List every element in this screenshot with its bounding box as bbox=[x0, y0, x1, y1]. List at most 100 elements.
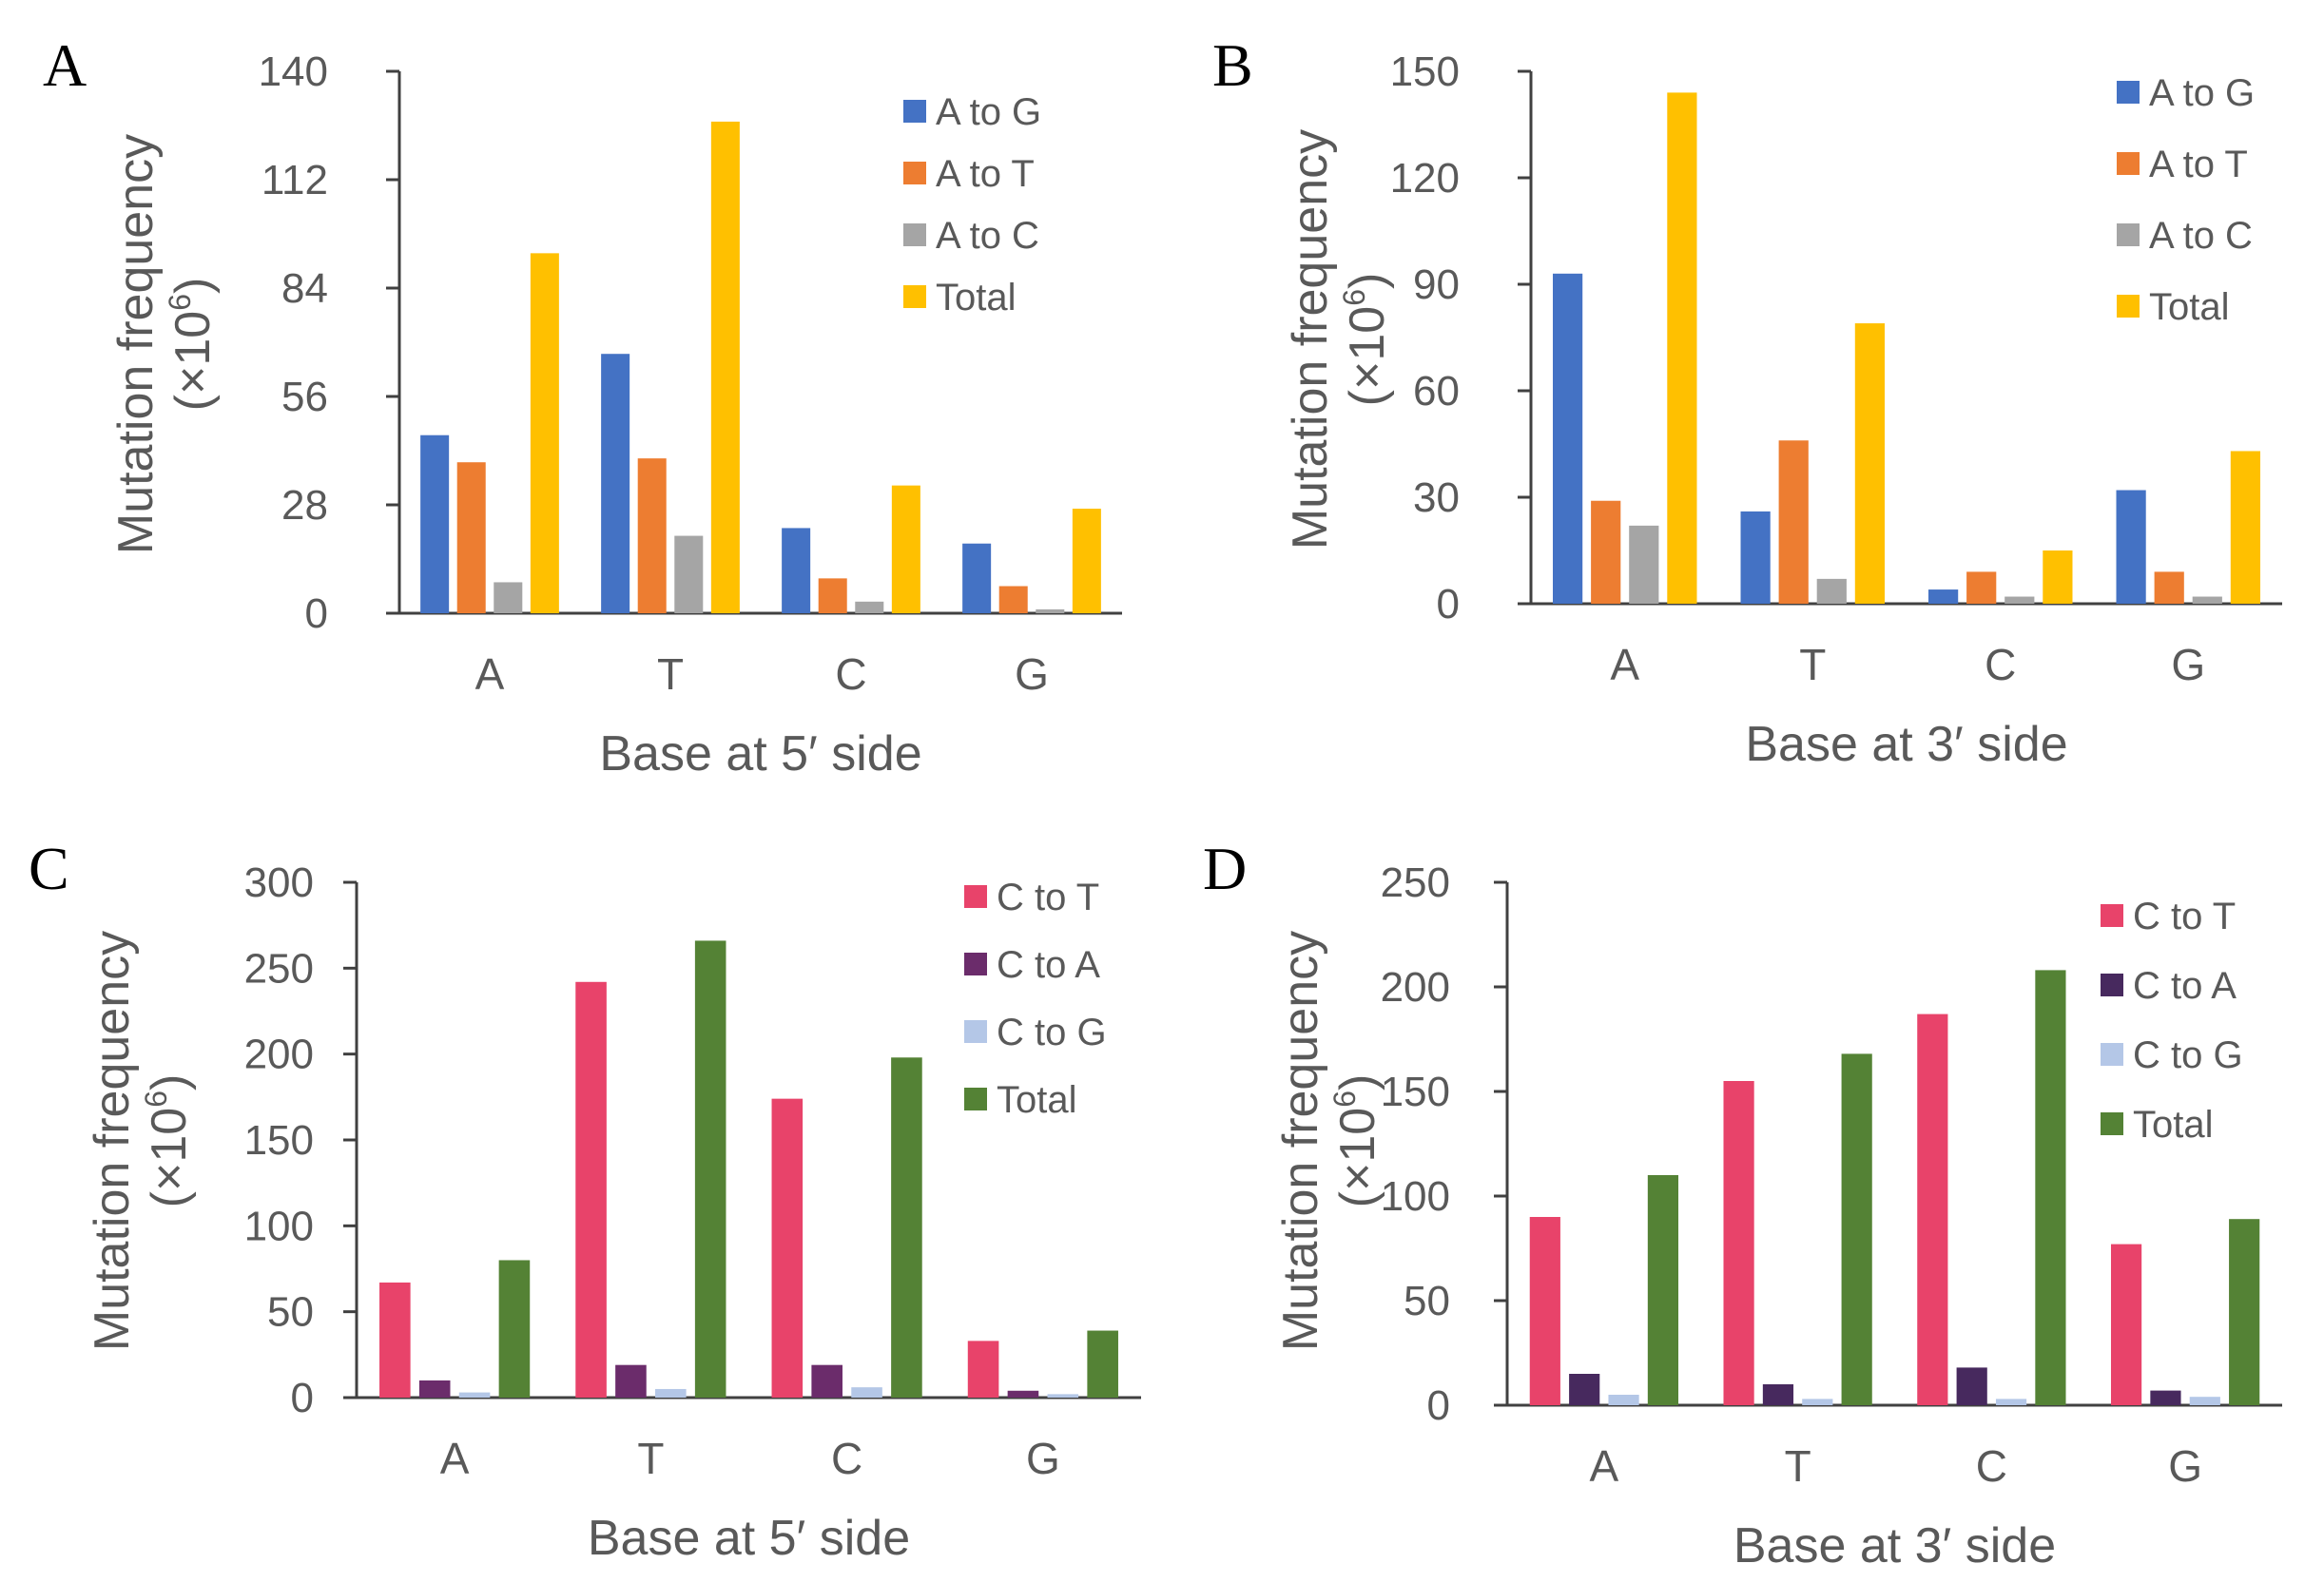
y-tick-label: 150 bbox=[244, 1117, 314, 1164]
y-tick-label: 30 bbox=[1413, 474, 1460, 521]
x-tick-label: T bbox=[637, 1434, 664, 1483]
x-tick-label: A bbox=[1610, 640, 1639, 689]
bar-a-to-c-g bbox=[1036, 608, 1065, 613]
legend-swatch bbox=[2117, 81, 2140, 104]
chart-panel-a: A 0 28 56 84 112 140 A T C G Base at 5′ side Mutatio… bbox=[43, 31, 1122, 782]
y-tick-label: 250 bbox=[244, 945, 314, 992]
bar-c-to-a-g bbox=[2150, 1390, 2181, 1405]
x-tick-label: C bbox=[831, 1434, 862, 1483]
bar-a-to-c-a bbox=[494, 582, 523, 613]
bar-a-to-t-a bbox=[1591, 500, 1621, 604]
y-axis-label: Mutation frequency bbox=[85, 931, 140, 1351]
bar-a-to-t-t bbox=[1778, 440, 1809, 604]
x-tick-label: G bbox=[2171, 640, 2205, 689]
y-tick-label: 120 bbox=[1390, 155, 1460, 202]
bar-c-to-a-t bbox=[1762, 1384, 1794, 1405]
y-tick-label: 150 bbox=[1381, 1069, 1450, 1115]
legend-label: C to G bbox=[2133, 1034, 2243, 1076]
y-axis-unit-base: (×10 bbox=[142, 1108, 197, 1208]
bar-c-to-g-g bbox=[2189, 1397, 2220, 1405]
x-axis-label: Base at 3′ side bbox=[1733, 1518, 2056, 1573]
legend-label: C to T bbox=[2133, 896, 2236, 937]
bar-c-to-t-a bbox=[1529, 1217, 1560, 1405]
bar-a-to-g-t bbox=[1740, 511, 1771, 604]
y-axis-unit-close: ) bbox=[165, 278, 221, 294]
panel-label: B bbox=[1212, 31, 1253, 99]
legend-label: Total bbox=[2149, 286, 2230, 328]
bar-a-to-t-g bbox=[998, 586, 1028, 613]
bar-c-to-a-a bbox=[418, 1380, 451, 1398]
bar-c-to-t-g bbox=[967, 1341, 999, 1398]
bar-c-to-t-t bbox=[575, 981, 607, 1398]
y-tick-label: 300 bbox=[244, 859, 314, 906]
y-axis-unit-close: ) bbox=[1340, 273, 1395, 289]
bar-a-to-t-c bbox=[1966, 571, 1997, 604]
bar-total-g bbox=[2230, 451, 2260, 604]
legend-label: A to G bbox=[936, 91, 1041, 133]
y-axis-unit-exponent: 6 bbox=[163, 294, 197, 311]
bar-a-to-t-g bbox=[2154, 571, 2184, 604]
legend-swatch bbox=[2101, 904, 2123, 927]
x-axis-label: Base at 3′ side bbox=[1745, 717, 2067, 772]
y-tick-label: 200 bbox=[244, 1032, 314, 1078]
y-tick-label: 84 bbox=[281, 265, 328, 312]
bar-a-to-t-a bbox=[456, 462, 486, 613]
x-tick-label: A bbox=[440, 1434, 470, 1483]
chart-panel-d: D 0 50 100 150 200 250 A T C G Base at 3′ side Mutat… bbox=[1203, 835, 2282, 1573]
bar-c-to-t-c bbox=[771, 1098, 804, 1398]
legend-label: A to G bbox=[2149, 72, 2255, 114]
legend-swatch bbox=[2117, 223, 2140, 246]
x-tick-label: C bbox=[835, 649, 866, 699]
panel-label: D bbox=[1203, 835, 1247, 902]
x-axis-label: Base at 5′ side bbox=[599, 726, 921, 782]
legend-swatch bbox=[2101, 1043, 2123, 1066]
bar-total-a bbox=[530, 253, 559, 613]
legend-label: Total bbox=[936, 277, 1017, 319]
y-axis-unit-label: (×106) bbox=[1337, 273, 1395, 407]
x-tick-label: T bbox=[657, 649, 684, 699]
bar-c-to-g-c bbox=[1995, 1399, 2027, 1405]
bar-a-to-c-t bbox=[1816, 578, 1847, 604]
y-axis-unit-exponent: 6 bbox=[1327, 1091, 1362, 1108]
x-tick-label: G bbox=[1026, 1434, 1060, 1483]
bar-total-t bbox=[1841, 1053, 1872, 1405]
x-tick-label: C bbox=[1985, 640, 2016, 689]
bar-a-to-c-g bbox=[2192, 596, 2222, 604]
x-tick-label: G bbox=[2168, 1441, 2202, 1491]
y-tick-label: 100 bbox=[1381, 1173, 1450, 1220]
y-axis-unit-label: (×106) bbox=[1327, 1074, 1385, 1208]
legend-label: Total bbox=[2133, 1104, 2214, 1146]
bar-c-to-t-a bbox=[379, 1282, 411, 1398]
bar-c-to-t-g bbox=[2110, 1244, 2142, 1405]
bar-c-to-t-t bbox=[1723, 1081, 1754, 1405]
bar-total-c bbox=[2043, 550, 2073, 604]
bar-c-to-a-t bbox=[615, 1364, 647, 1398]
y-axis-label: Mutation frequency bbox=[1273, 931, 1328, 1351]
bar-a-to-t-t bbox=[637, 458, 667, 613]
bar-total-t bbox=[710, 121, 740, 613]
bar-total-c bbox=[891, 1057, 922, 1398]
x-tick-label: A bbox=[1590, 1441, 1619, 1491]
bar-a-to-g-g bbox=[962, 543, 992, 613]
y-axis-unit-base: (×10 bbox=[1340, 306, 1395, 407]
y-tick-label: 150 bbox=[1390, 48, 1460, 95]
y-tick-label: 0 bbox=[1437, 581, 1460, 627]
y-tick-label: 112 bbox=[261, 157, 328, 203]
legend-label: C to T bbox=[997, 877, 1099, 918]
y-tick-label: 100 bbox=[244, 1203, 314, 1249]
panel-label: C bbox=[29, 835, 69, 902]
x-tick-label: T bbox=[1799, 640, 1826, 689]
bar-a-to-c-c bbox=[855, 601, 884, 613]
bar-c-to-a-c bbox=[811, 1364, 842, 1398]
y-axis-unit-base: (×10 bbox=[165, 311, 221, 412]
legend-swatch bbox=[964, 1088, 987, 1110]
bar-a-to-c-c bbox=[2004, 596, 2035, 604]
bar-c-to-g-t bbox=[655, 1388, 687, 1398]
legend-label: A to T bbox=[2149, 144, 2248, 185]
bar-total-t bbox=[694, 940, 726, 1398]
bar-a-to-c-t bbox=[674, 535, 704, 613]
y-tick-label: 50 bbox=[1404, 1278, 1450, 1324]
bar-a-to-g-c bbox=[782, 528, 811, 613]
bar-c-to-a-g bbox=[1007, 1390, 1039, 1398]
